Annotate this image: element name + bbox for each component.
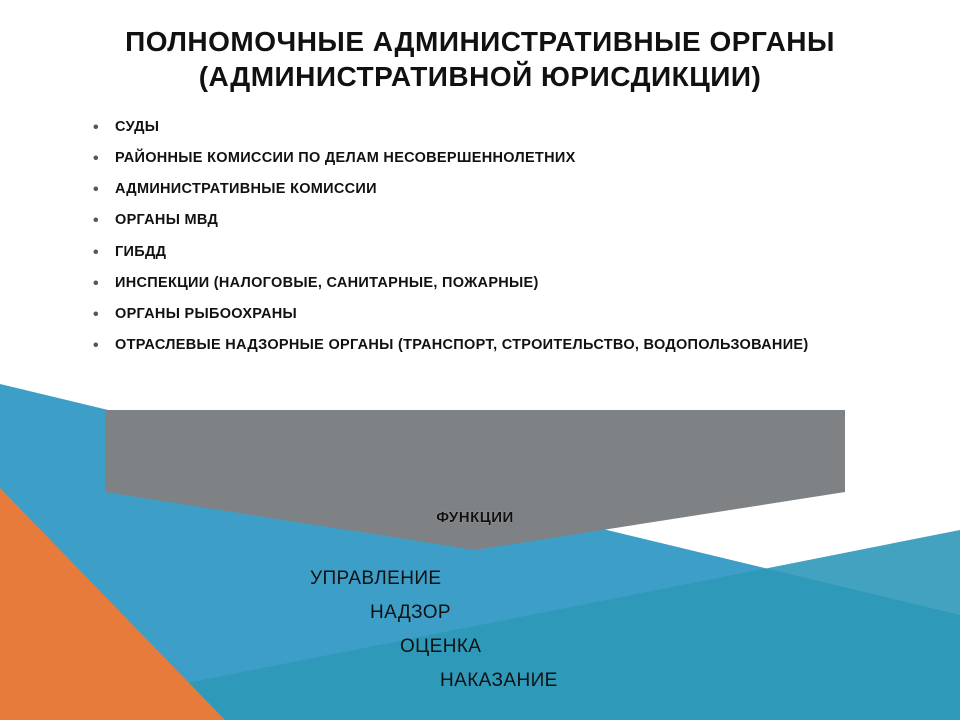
- list-item: АДМИНИСТРАТИВНЫЕ КОМИССИИ: [115, 180, 900, 198]
- function-item: ОЦЕНКА: [400, 636, 481, 658]
- chevron-ribbon: ФУНКЦИИ: [105, 410, 845, 550]
- function-item: УПРАВЛЕНИЕ: [310, 568, 441, 590]
- list-item: ОРГАНЫ РЫБООХРАНЫ: [115, 305, 900, 323]
- list-item: РАЙОННЫЕ КОМИССИИ ПО ДЕЛАМ НЕСОВЕРШЕННОЛ…: [115, 149, 900, 167]
- list-item: СУДЫ: [115, 118, 900, 136]
- function-item: НАКАЗАНИЕ: [440, 670, 558, 692]
- list-item: ОТРАСЛЕВЫЕ НАДЗОРНЫЕ ОРГАНЫ (ТРАНСПОРТ, …: [115, 336, 900, 354]
- slide: ПОЛНОМОЧНЫЕ АДМИНИСТРАТИВНЫЕ ОРГАНЫ (АДМ…: [0, 0, 960, 720]
- title-line1: ПОЛНОМОЧНЫЕ АДМИНИСТРАТИВНЫЕ ОРГАНЫ: [125, 26, 835, 57]
- list-item: ОРГАНЫ МВД: [115, 211, 900, 229]
- bullet-list: СУДЫ РАЙОННЫЕ КОМИССИИ ПО ДЕЛАМ НЕСОВЕРШ…: [115, 118, 900, 367]
- title: ПОЛНОМОЧНЫЕ АДМИНИСТРАТИВНЫЕ ОРГАНЫ (АДМ…: [0, 24, 960, 94]
- title-line2: (АДМИНИСТРАТИВНОЙ ЮРИСДИКЦИИ): [199, 61, 762, 92]
- list-item: ГИБДД: [115, 243, 900, 261]
- list-item: ИНСПЕКЦИИ (НАЛОГОВЫЕ, САНИТАРНЫЕ, ПОЖАРН…: [115, 274, 900, 292]
- ribbon-label: ФУНКЦИИ: [105, 509, 845, 526]
- function-item: НАДЗОР: [370, 602, 451, 624]
